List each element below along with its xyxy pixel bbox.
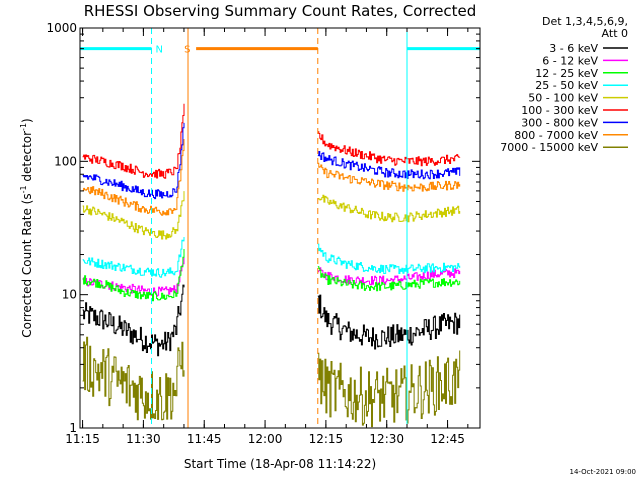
y-axis-label-sup2: -1	[19, 123, 28, 131]
series-line	[82, 237, 461, 278]
x-tick-label: 12:15	[309, 432, 344, 446]
legend-entry-label: 25 - 50 keV	[535, 79, 598, 92]
series-line	[82, 249, 461, 302]
series-line	[82, 103, 461, 179]
x-tick-label: 11:15	[65, 432, 100, 446]
y-tick-label: 1000	[46, 21, 77, 35]
x-tick-label: 12:30	[369, 432, 404, 446]
y-axis-label-main: Corrected Count Rate (s	[20, 193, 34, 337]
series-line	[82, 191, 461, 240]
axes-layer: 1 10 100 1000 11:15 11:30 11:45 12:00 12:15 12:30…	[46, 21, 481, 446]
x-tick-label: 12:45	[430, 432, 465, 446]
legend-entry-label: 50 - 100 keV	[528, 92, 598, 105]
footer-date: 14-Oct-2021 09:00	[570, 468, 636, 476]
series-line	[82, 336, 461, 428]
legend-header: Det 1,3,4,5,6,9,	[542, 15, 628, 28]
event-bar-label: S	[184, 45, 190, 56]
plot-frame	[79, 27, 481, 429]
data-layer	[82, 103, 461, 428]
legend-entry-label: 100 - 300 keV	[521, 104, 598, 117]
legend-entry-label: 300 - 800 keV	[521, 116, 598, 129]
x-tick-label: 11:45	[187, 432, 222, 446]
legend-entry-label: 12 - 25 keV	[535, 67, 598, 80]
y-axis-label-sup1: -1	[19, 185, 28, 193]
legend-entry-label: 6 - 12 keV	[542, 54, 598, 67]
series-line	[82, 139, 461, 216]
y-axis-label-end: )	[20, 118, 34, 123]
y-tick-label: 1	[69, 421, 77, 435]
series-line	[82, 284, 461, 357]
legend-header: Att 0	[602, 27, 628, 40]
x-tick-label: 11:30	[126, 432, 161, 446]
y-axis-label: Corrected Count Rate (s-1 detector-1)	[19, 118, 34, 337]
legend-entry-label: 3 - 6 keV	[549, 42, 598, 55]
legend-entry-label: 800 - 7000 keV	[514, 129, 598, 142]
event-bar-label: N	[156, 45, 163, 56]
y-axis-label-mid: detector	[20, 131, 34, 186]
y-tick-label: 100	[54, 154, 77, 168]
legend-entry-label: 7000 - 15000 keV	[500, 141, 598, 154]
x-tick-label: 12:00	[248, 432, 283, 446]
x-axis-label: Start Time (18-Apr-08 11:14:22)	[184, 457, 376, 471]
y-tick-label: 10	[62, 288, 77, 302]
chart-title: RHESSI Observing Summary Count Rates, Co…	[84, 2, 477, 20]
series-line	[82, 122, 461, 200]
